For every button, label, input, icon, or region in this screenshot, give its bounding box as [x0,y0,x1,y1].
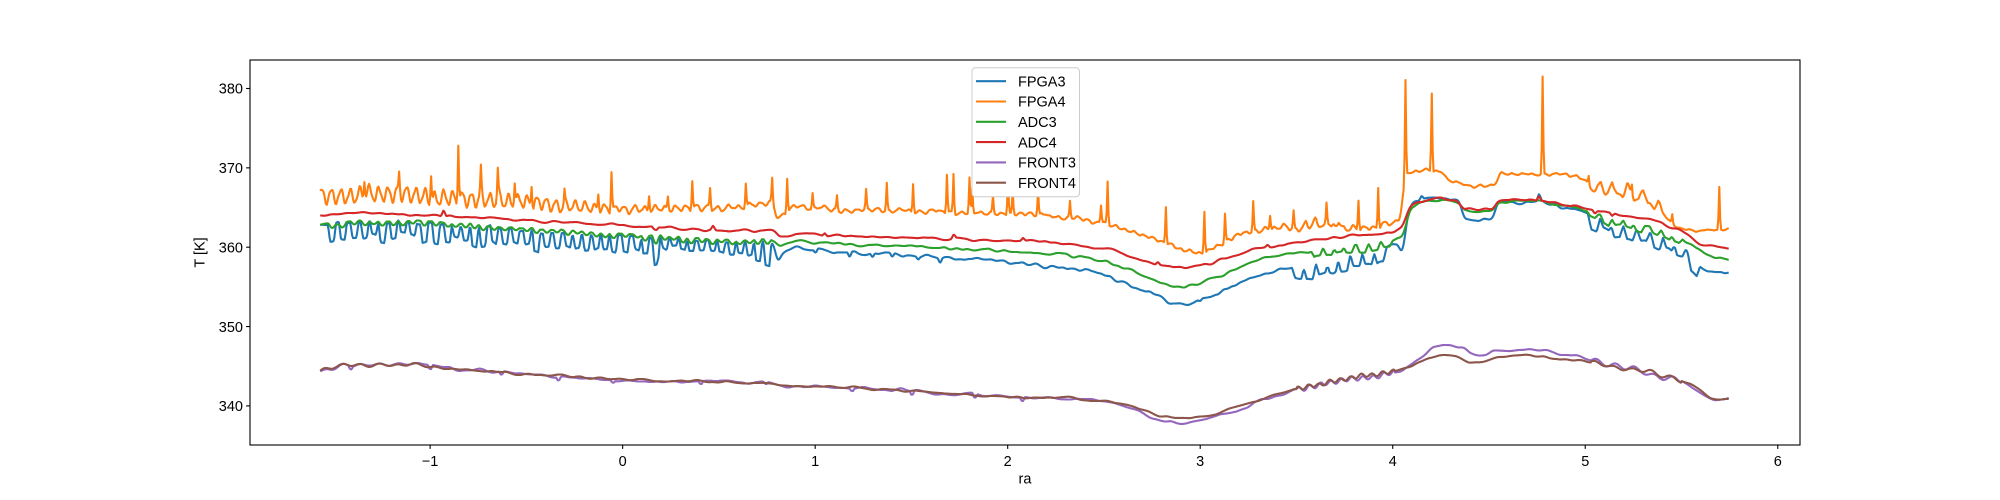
svg-text:ra: ra [1019,472,1033,488]
svg-text:FPGA3: FPGA3 [1018,74,1066,90]
svg-text:6: 6 [1774,454,1782,470]
svg-text:ADC4: ADC4 [1018,135,1057,151]
svg-text:380: 380 [219,82,243,98]
svg-text:360: 360 [219,240,243,256]
svg-text:ADC3: ADC3 [1018,115,1057,131]
svg-text:FPGA4: FPGA4 [1018,95,1066,111]
svg-text:T [K]: T [K] [193,237,209,267]
svg-text:340: 340 [219,399,243,415]
svg-text:5: 5 [1581,454,1589,470]
svg-text:−1: −1 [422,454,439,470]
svg-text:3: 3 [1196,454,1204,470]
svg-text:1: 1 [811,454,819,470]
svg-text:4: 4 [1389,454,1397,470]
svg-text:2: 2 [1004,454,1012,470]
svg-text:350: 350 [219,320,243,336]
svg-text:370: 370 [219,161,243,177]
svg-text:FRONT4: FRONT4 [1018,176,1076,192]
svg-text:FRONT3: FRONT3 [1018,156,1076,172]
svg-text:0: 0 [619,454,627,470]
